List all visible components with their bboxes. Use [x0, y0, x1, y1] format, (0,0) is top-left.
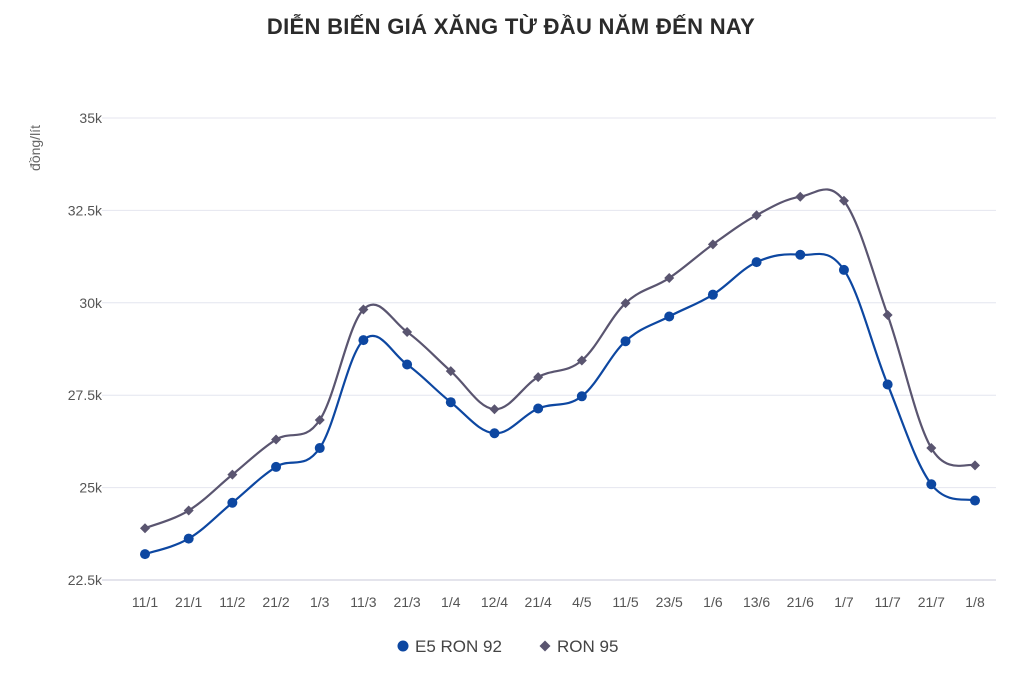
data-point	[970, 460, 980, 471]
y-axis-ticks: 22.5k 25k 27.5k 30k 32.5k 35k	[68, 110, 103, 588]
data-point	[533, 372, 544, 383]
data-point	[314, 443, 325, 454]
data-point	[838, 264, 849, 275]
data-point	[620, 336, 631, 347]
x-axis-ticks: 11/1 21/1 11/2 21/2 1/3 11/3 21/3 1/4 12/4 21/4 4/…	[132, 594, 985, 610]
data-point	[227, 469, 238, 480]
data-point	[489, 404, 500, 415]
data-point	[271, 461, 282, 472]
data-point	[402, 326, 413, 337]
x-tick-label: 1/6	[703, 594, 723, 610]
data-point	[533, 403, 544, 414]
data-point	[445, 366, 456, 377]
x-tick-label: 21/4	[525, 594, 552, 610]
data-point	[664, 273, 675, 284]
data-point	[926, 443, 937, 454]
chart-title: DIỄN BIẾN GIÁ XĂNG TỪ ĐẦU NĂM ĐẾN NAY	[266, 14, 756, 39]
legend-item-ron-95[interactable]: RON 95	[539, 637, 619, 656]
x-tick-label: 12/4	[481, 594, 508, 610]
data-point	[358, 335, 369, 346]
data-point	[970, 495, 980, 506]
data-point	[576, 355, 587, 366]
data-point	[926, 479, 937, 490]
data-point	[140, 549, 150, 560]
data-point	[140, 523, 150, 534]
x-tick-label: 11/3	[350, 594, 376, 610]
data-point	[271, 434, 282, 445]
x-tick-label: 21/1	[175, 594, 202, 610]
x-tick-label: 11/5	[612, 594, 638, 610]
x-tick-label: 1/4	[441, 594, 461, 610]
data-point	[620, 298, 631, 309]
x-tick-label: 4/5	[572, 594, 592, 610]
x-tick-label: 21/6	[787, 594, 814, 610]
y-tick-label: 30k	[79, 295, 103, 311]
x-tick-label: 21/3	[393, 594, 420, 610]
data-point	[445, 397, 456, 408]
legend-marker	[397, 640, 409, 652]
x-tick-label: 21/7	[918, 594, 945, 610]
data-point	[664, 311, 675, 322]
data-point	[751, 257, 762, 268]
data-point	[882, 379, 893, 390]
y-tick-label: 32.5k	[68, 202, 103, 218]
legend: E5 RON 92 RON 95	[397, 637, 619, 656]
series-line-ron-95	[144, 188, 976, 530]
legend-label: RON 95	[557, 637, 618, 656]
data-point	[183, 505, 194, 516]
data-point	[838, 195, 849, 206]
series-line-e5-ron-92	[144, 252, 976, 556]
series	[140, 188, 980, 560]
data-point	[795, 191, 806, 202]
x-tick-label: 11/2	[219, 594, 245, 610]
data-point	[751, 210, 762, 221]
data-point	[314, 414, 325, 425]
data-point	[358, 304, 369, 315]
data-point	[227, 497, 238, 508]
data-point	[576, 391, 587, 402]
x-tick-label: 11/7	[875, 594, 901, 610]
series-e5-ron-92	[140, 249, 980, 560]
data-point	[707, 239, 718, 250]
x-tick-label: 11/1	[132, 594, 158, 610]
x-tick-label: 1/7	[834, 594, 854, 610]
x-tick-label: 21/2	[262, 594, 289, 610]
data-point	[795, 249, 806, 260]
legend-item-e5-ron-92[interactable]: E5 RON 92	[397, 637, 502, 656]
data-point	[489, 428, 500, 439]
y-tick-label: 27.5k	[68, 387, 103, 403]
x-tick-label: 1/8	[965, 594, 985, 610]
data-point	[882, 309, 893, 320]
data-point	[183, 533, 194, 544]
y-axis-label: đồng/lít	[27, 125, 43, 171]
legend-marker	[539, 640, 551, 652]
y-tick-label: 35k	[79, 110, 103, 126]
y-tick-label: 25k	[79, 480, 103, 496]
x-tick-label: 13/6	[743, 594, 770, 610]
series-ron-95	[140, 188, 980, 534]
y-tick-label: 22.5k	[68, 572, 103, 588]
data-point	[402, 359, 413, 370]
data-point	[707, 289, 718, 300]
x-tick-label: 1/3	[310, 594, 330, 610]
x-tick-label: 23/5	[656, 594, 683, 610]
legend-label: E5 RON 92	[415, 637, 502, 656]
gridlines	[102, 117, 996, 581]
